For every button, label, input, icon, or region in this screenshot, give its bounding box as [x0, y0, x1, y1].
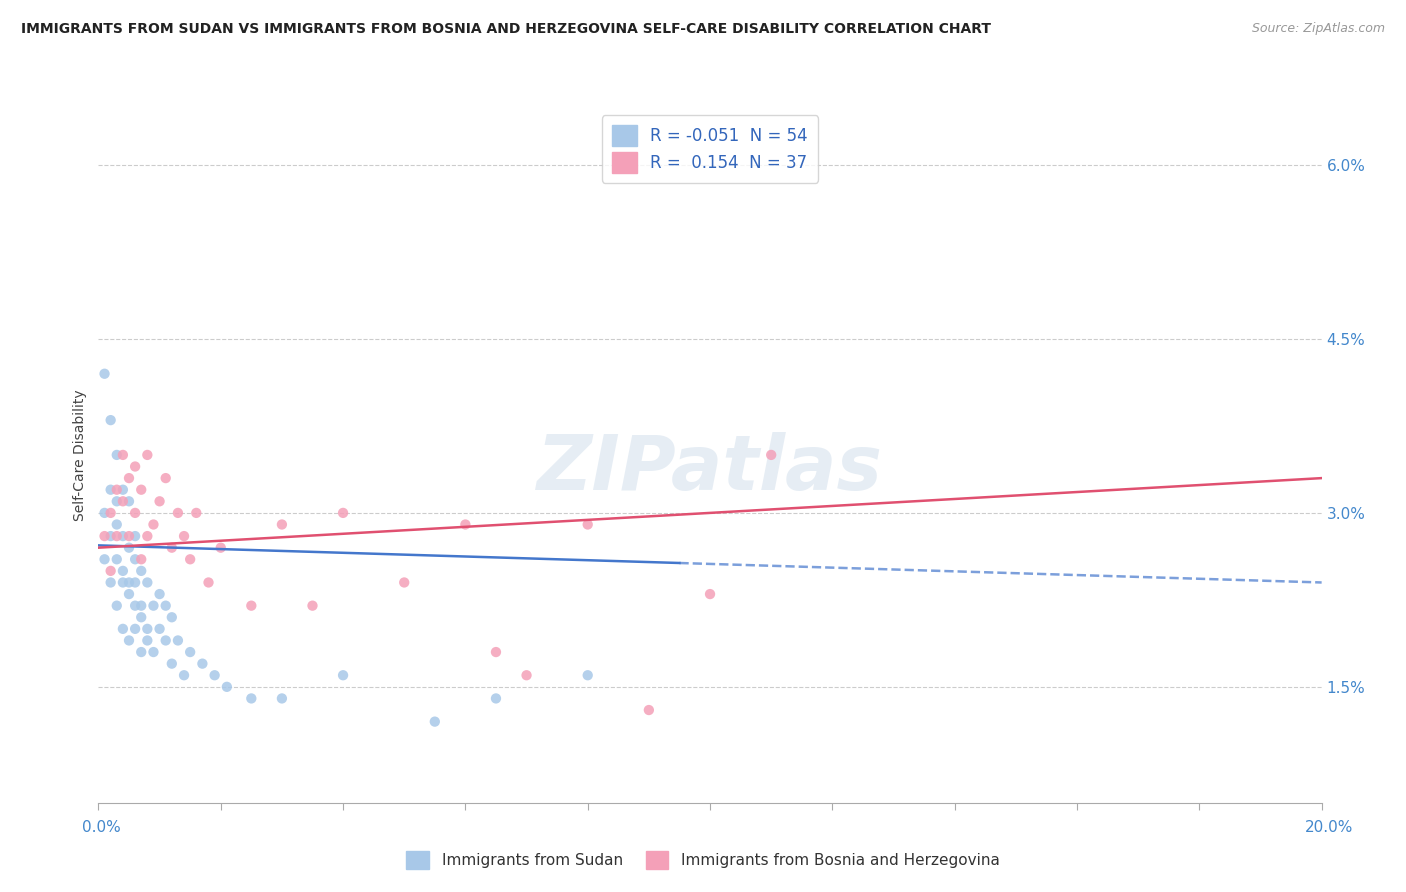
- Point: [118, 633, 141, 648]
- Text: 0.0%: 0.0%: [82, 821, 121, 835]
- Point: [105, 529, 128, 543]
- Point: [759, 448, 782, 462]
- Point: [118, 471, 141, 485]
- Point: [204, 668, 226, 682]
- Point: [576, 517, 599, 532]
- Point: [124, 506, 146, 520]
- Point: [149, 622, 172, 636]
- Point: [576, 668, 599, 682]
- Point: [179, 552, 201, 566]
- Point: [149, 587, 172, 601]
- Point: [423, 714, 446, 729]
- Point: [160, 610, 183, 624]
- Point: [136, 529, 159, 543]
- Point: [240, 599, 263, 613]
- Point: [155, 471, 177, 485]
- Point: [124, 529, 146, 543]
- Point: [111, 622, 134, 636]
- Point: [485, 645, 508, 659]
- Point: [270, 691, 292, 706]
- Legend: R = -0.051  N = 54, R =  0.154  N = 37: R = -0.051 N = 54, R = 0.154 N = 37: [602, 115, 818, 183]
- Point: [186, 506, 208, 520]
- Point: [124, 575, 146, 590]
- Point: [111, 483, 134, 497]
- Point: [93, 529, 115, 543]
- Point: [155, 633, 177, 648]
- Point: [105, 483, 128, 497]
- Point: [332, 506, 354, 520]
- Point: [111, 529, 134, 543]
- Point: [155, 599, 177, 613]
- Text: Source: ZipAtlas.com: Source: ZipAtlas.com: [1251, 22, 1385, 36]
- Point: [105, 448, 128, 462]
- Point: [129, 552, 152, 566]
- Point: [129, 564, 152, 578]
- Point: [173, 529, 195, 543]
- Point: [392, 575, 416, 590]
- Point: [118, 575, 141, 590]
- Point: [105, 517, 128, 532]
- Point: [111, 575, 134, 590]
- Point: [197, 575, 219, 590]
- Point: [136, 575, 159, 590]
- Point: [142, 645, 165, 659]
- Point: [129, 483, 152, 497]
- Point: [167, 506, 190, 520]
- Point: [111, 448, 134, 462]
- Legend: Immigrants from Sudan, Immigrants from Bosnia and Herzegovina: Immigrants from Sudan, Immigrants from B…: [401, 845, 1005, 875]
- Point: [129, 599, 152, 613]
- Point: [100, 575, 122, 590]
- Point: [270, 517, 292, 532]
- Point: [215, 680, 238, 694]
- Point: [173, 668, 195, 682]
- Point: [100, 564, 122, 578]
- Point: [124, 459, 146, 474]
- Point: [240, 691, 263, 706]
- Point: [100, 529, 122, 543]
- Point: [136, 448, 159, 462]
- Point: [160, 657, 183, 671]
- Point: [129, 645, 152, 659]
- Point: [191, 657, 214, 671]
- Point: [118, 541, 141, 555]
- Point: [93, 367, 115, 381]
- Point: [118, 529, 141, 543]
- Point: [485, 691, 508, 706]
- Point: [516, 668, 538, 682]
- Text: IMMIGRANTS FROM SUDAN VS IMMIGRANTS FROM BOSNIA AND HERZEGOVINA SELF-CARE DISABI: IMMIGRANTS FROM SUDAN VS IMMIGRANTS FROM…: [21, 22, 991, 37]
- Point: [142, 517, 165, 532]
- Point: [93, 506, 115, 520]
- Point: [142, 599, 165, 613]
- Point: [129, 610, 152, 624]
- Point: [167, 633, 190, 648]
- Point: [160, 541, 183, 555]
- Text: 20.0%: 20.0%: [1305, 821, 1353, 835]
- Point: [100, 506, 122, 520]
- Point: [699, 587, 721, 601]
- Point: [105, 599, 128, 613]
- Point: [301, 599, 323, 613]
- Point: [105, 494, 128, 508]
- Point: [637, 703, 661, 717]
- Point: [93, 552, 115, 566]
- Point: [100, 413, 122, 427]
- Point: [118, 494, 141, 508]
- Point: [124, 599, 146, 613]
- Point: [136, 622, 159, 636]
- Point: [100, 483, 122, 497]
- Point: [111, 564, 134, 578]
- Point: [124, 552, 146, 566]
- Text: ZIPatlas: ZIPatlas: [537, 432, 883, 506]
- Point: [209, 541, 232, 555]
- Point: [118, 587, 141, 601]
- Point: [149, 494, 172, 508]
- Point: [105, 552, 128, 566]
- Point: [179, 645, 201, 659]
- Point: [136, 633, 159, 648]
- Point: [111, 494, 134, 508]
- Point: [454, 517, 477, 532]
- Point: [332, 668, 354, 682]
- Y-axis label: Self-Care Disability: Self-Care Disability: [73, 389, 87, 521]
- Point: [124, 622, 146, 636]
